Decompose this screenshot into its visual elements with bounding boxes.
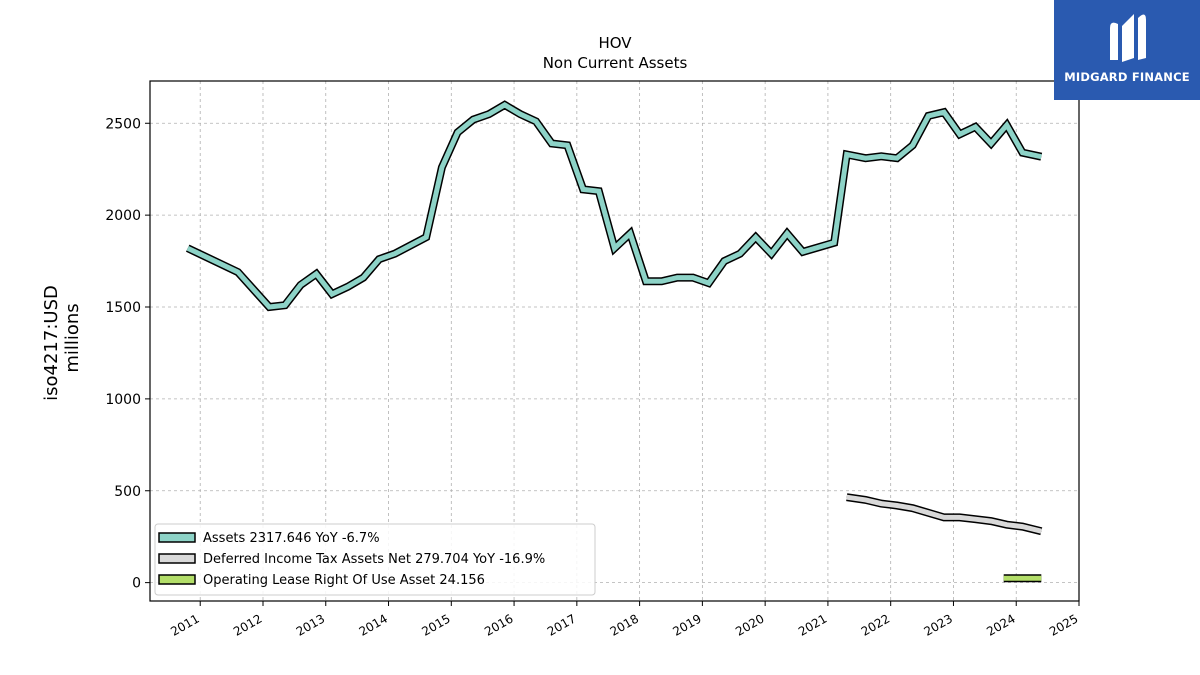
series-line-0 [186,102,1042,310]
y-tick-label: 1000 [105,392,141,408]
x-tick-label: 2014 [357,611,390,638]
chart-title: HOV [598,34,632,52]
y-axis-label: iso4217:USD [41,285,62,401]
legend: Assets 2317.646 YoY -6.7% Deferred Income… [154,523,596,596]
x-tick-label: 2025 [1047,611,1080,638]
series-line-1 [846,494,1042,534]
x-tick-label: 2015 [419,611,452,638]
brand-logo: MIDGARD FINANCE [1054,0,1200,100]
y-axis-label-unit: millions [62,303,83,372]
x-tick-label: 2012 [231,611,264,638]
y-tick-label: 1500 [105,300,141,316]
x-tick-label: 2013 [294,611,327,638]
y-tick-label: 0 [132,576,141,592]
legend-swatch-1 [158,553,196,564]
legend-swatch-0 [158,532,196,543]
x-tick-label: 2011 [168,611,201,638]
brand-mark-icon [1110,14,1146,62]
legend-swatch-2 [158,574,196,585]
series-lines [185,100,1043,583]
plot-frame [149,80,1080,602]
legend-label-2: Operating Lease Right Of Use Asset 24.15… [203,573,485,588]
x-tick-label: 2017 [545,611,578,638]
chart-subtitle: Non Current Assets [543,54,688,72]
x-tick-label: 2016 [482,611,515,638]
x-tick-label: 2022 [859,611,892,638]
x-tick-label: 2019 [670,611,703,638]
x-tick-label: 2018 [608,611,641,638]
legend-box [154,523,596,596]
brand-name: MIDGARD FINANCE [1064,70,1190,84]
x-tick-label: 2023 [922,611,955,638]
grid [150,81,1080,601]
legend-label-0: Assets 2317.646 YoY -6.7% [203,531,380,546]
y-tick-label: 500 [114,484,141,500]
y-tick-label: 2000 [105,208,141,224]
x-tick-label: 2021 [796,611,829,638]
y-tick-label: 2500 [105,116,141,132]
x-tick-label: 2020 [733,611,766,638]
x-tick-label: 2024 [984,611,1017,638]
legend-label-1: Deferred Income Tax Assets Net 279.704 Y… [203,552,545,567]
